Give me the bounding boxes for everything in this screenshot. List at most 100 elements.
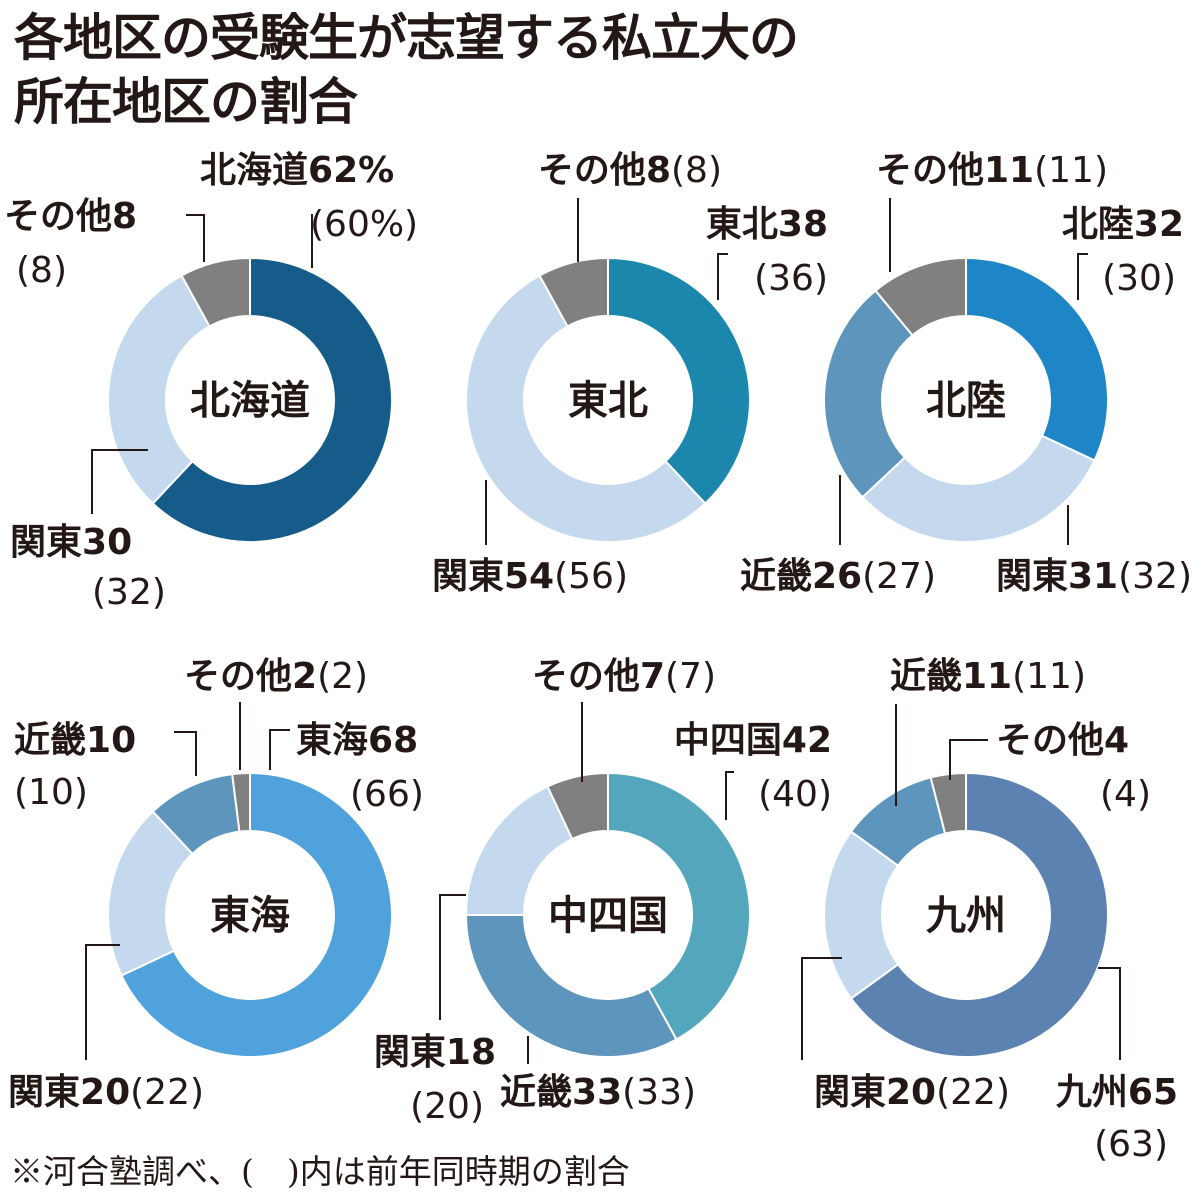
slice-value: 8: [646, 150, 671, 191]
slice-label: (10): [14, 772, 88, 813]
slice-label: (8): [16, 250, 67, 291]
slice-prev-value: (7): [665, 656, 716, 697]
donut-center-label: 東海: [210, 893, 290, 939]
donut-center-label: 北海道: [190, 378, 310, 424]
slice-name: 関東: [814, 1072, 886, 1113]
slice-name: 近畿: [890, 656, 962, 697]
slice-label: (60%): [310, 204, 418, 245]
slice-label: 近畿33(33): [500, 1072, 696, 1113]
slice-label: 北陸32: [1062, 204, 1184, 245]
slice-value: 2: [292, 656, 317, 697]
slice-name: その他: [996, 720, 1104, 761]
slice-name: 東北: [706, 204, 778, 245]
slice-value: 54: [504, 556, 554, 597]
slice-label: その他7(7): [532, 656, 716, 697]
donut-center-label: 東北: [568, 378, 648, 424]
slice-prev-value: (2): [317, 656, 368, 697]
slice-name: その他: [876, 150, 984, 191]
slice-name: 中四国: [674, 720, 782, 761]
slice-name: 九州: [1056, 1072, 1128, 1113]
donut-slice: [107, 274, 211, 505]
slice-prev-value: (32): [92, 572, 166, 613]
slice-name: 近畿: [500, 1072, 572, 1113]
slice-prev-value: (30): [1102, 258, 1176, 299]
slice-prev-value: (27): [862, 556, 936, 597]
donut-center-label: 九州: [926, 893, 1006, 939]
leader-line: [949, 739, 988, 780]
slice-name: 関東: [374, 1032, 446, 1073]
slice-label: (36): [754, 258, 828, 299]
slice-value: 20: [886, 1072, 936, 1113]
slice-prev-value: (33): [622, 1072, 696, 1113]
slice-value: 4: [1104, 720, 1129, 761]
slice-prev-value: (4): [1100, 774, 1151, 815]
slice-label: 近畿26(27): [740, 556, 936, 597]
leader-line: [269, 729, 290, 770]
slice-prev-value: (36): [754, 258, 828, 299]
slice-label: (4): [1100, 774, 1151, 815]
slice-name: 東海: [296, 720, 368, 761]
slice-label: (30): [1102, 258, 1176, 299]
donut-slice: [120, 771, 393, 1058]
slice-value: 32: [1134, 204, 1184, 245]
donut-slice: [538, 256, 609, 328]
slice-prev-value: (56): [554, 556, 628, 597]
slice-name: 近畿: [14, 720, 86, 761]
donut-slice: [849, 771, 1109, 1058]
slice-label: その他4: [996, 720, 1129, 761]
title-line-1: 各地区の受験生が志望する私立大の: [14, 9, 799, 67]
donut-slice: [929, 771, 967, 835]
slice-name: その他: [538, 150, 646, 191]
slice-prev-value: (60%): [310, 204, 418, 245]
donut-slice: [464, 914, 678, 1058]
slice-label: 関東20(22): [814, 1072, 1010, 1113]
slice-prev-value: (22): [936, 1072, 1010, 1113]
slice-label: (66): [350, 774, 424, 815]
slice-label: 九州65: [1056, 1072, 1178, 1113]
leader-line: [717, 253, 728, 300]
donut-slice: [607, 256, 751, 505]
page-title: 各地区の受験生が志望する私立大の 所在地区の割合: [14, 6, 799, 134]
donut-slice: [965, 256, 1109, 462]
slice-value: 20: [80, 1072, 130, 1113]
slice-value: 10: [86, 720, 136, 761]
slice-label: 関東31(32): [996, 556, 1192, 597]
slice-name: その他: [184, 656, 292, 697]
slice-name: その他: [532, 656, 640, 697]
slice-value: 33: [572, 1072, 622, 1113]
slice-label: 東海68: [296, 720, 418, 761]
slice-name: 関東: [8, 1072, 80, 1113]
donut-slice: [823, 289, 914, 499]
donut-slice: [546, 771, 609, 841]
slice-label: 北海道62%: [200, 150, 394, 191]
donut-slice: [180, 256, 251, 328]
leader-line: [1077, 253, 1088, 300]
slice-prev-value: (22): [130, 1072, 204, 1113]
slice-label: 関東30: [10, 522, 132, 563]
slice-name: 近畿: [740, 556, 812, 597]
slice-value: 65: [1128, 1072, 1178, 1113]
donut-slice: [874, 256, 967, 337]
slice-label: 東北38: [706, 204, 828, 245]
slice-prev-value: (32): [1118, 556, 1192, 597]
slice-value: 42: [782, 720, 832, 761]
slice-value: 68: [368, 720, 418, 761]
slice-value: 31: [1068, 556, 1118, 597]
slice-prev-value: (66): [350, 774, 424, 815]
leader-line: [801, 957, 842, 1060]
slice-value: 18: [446, 1032, 496, 1073]
slice-value: 11: [984, 150, 1034, 191]
slice-label: その他11(11): [876, 150, 1108, 191]
slice-prev-value: (40): [758, 774, 832, 815]
slice-prev-value: (8): [671, 150, 722, 191]
slice-name: その他: [4, 196, 112, 237]
slice-prev-value: (11): [1012, 656, 1086, 697]
slice-label: 近畿11(11): [890, 656, 1086, 697]
slice-label: その他8(8): [538, 150, 722, 191]
leader-line: [1098, 967, 1121, 1060]
